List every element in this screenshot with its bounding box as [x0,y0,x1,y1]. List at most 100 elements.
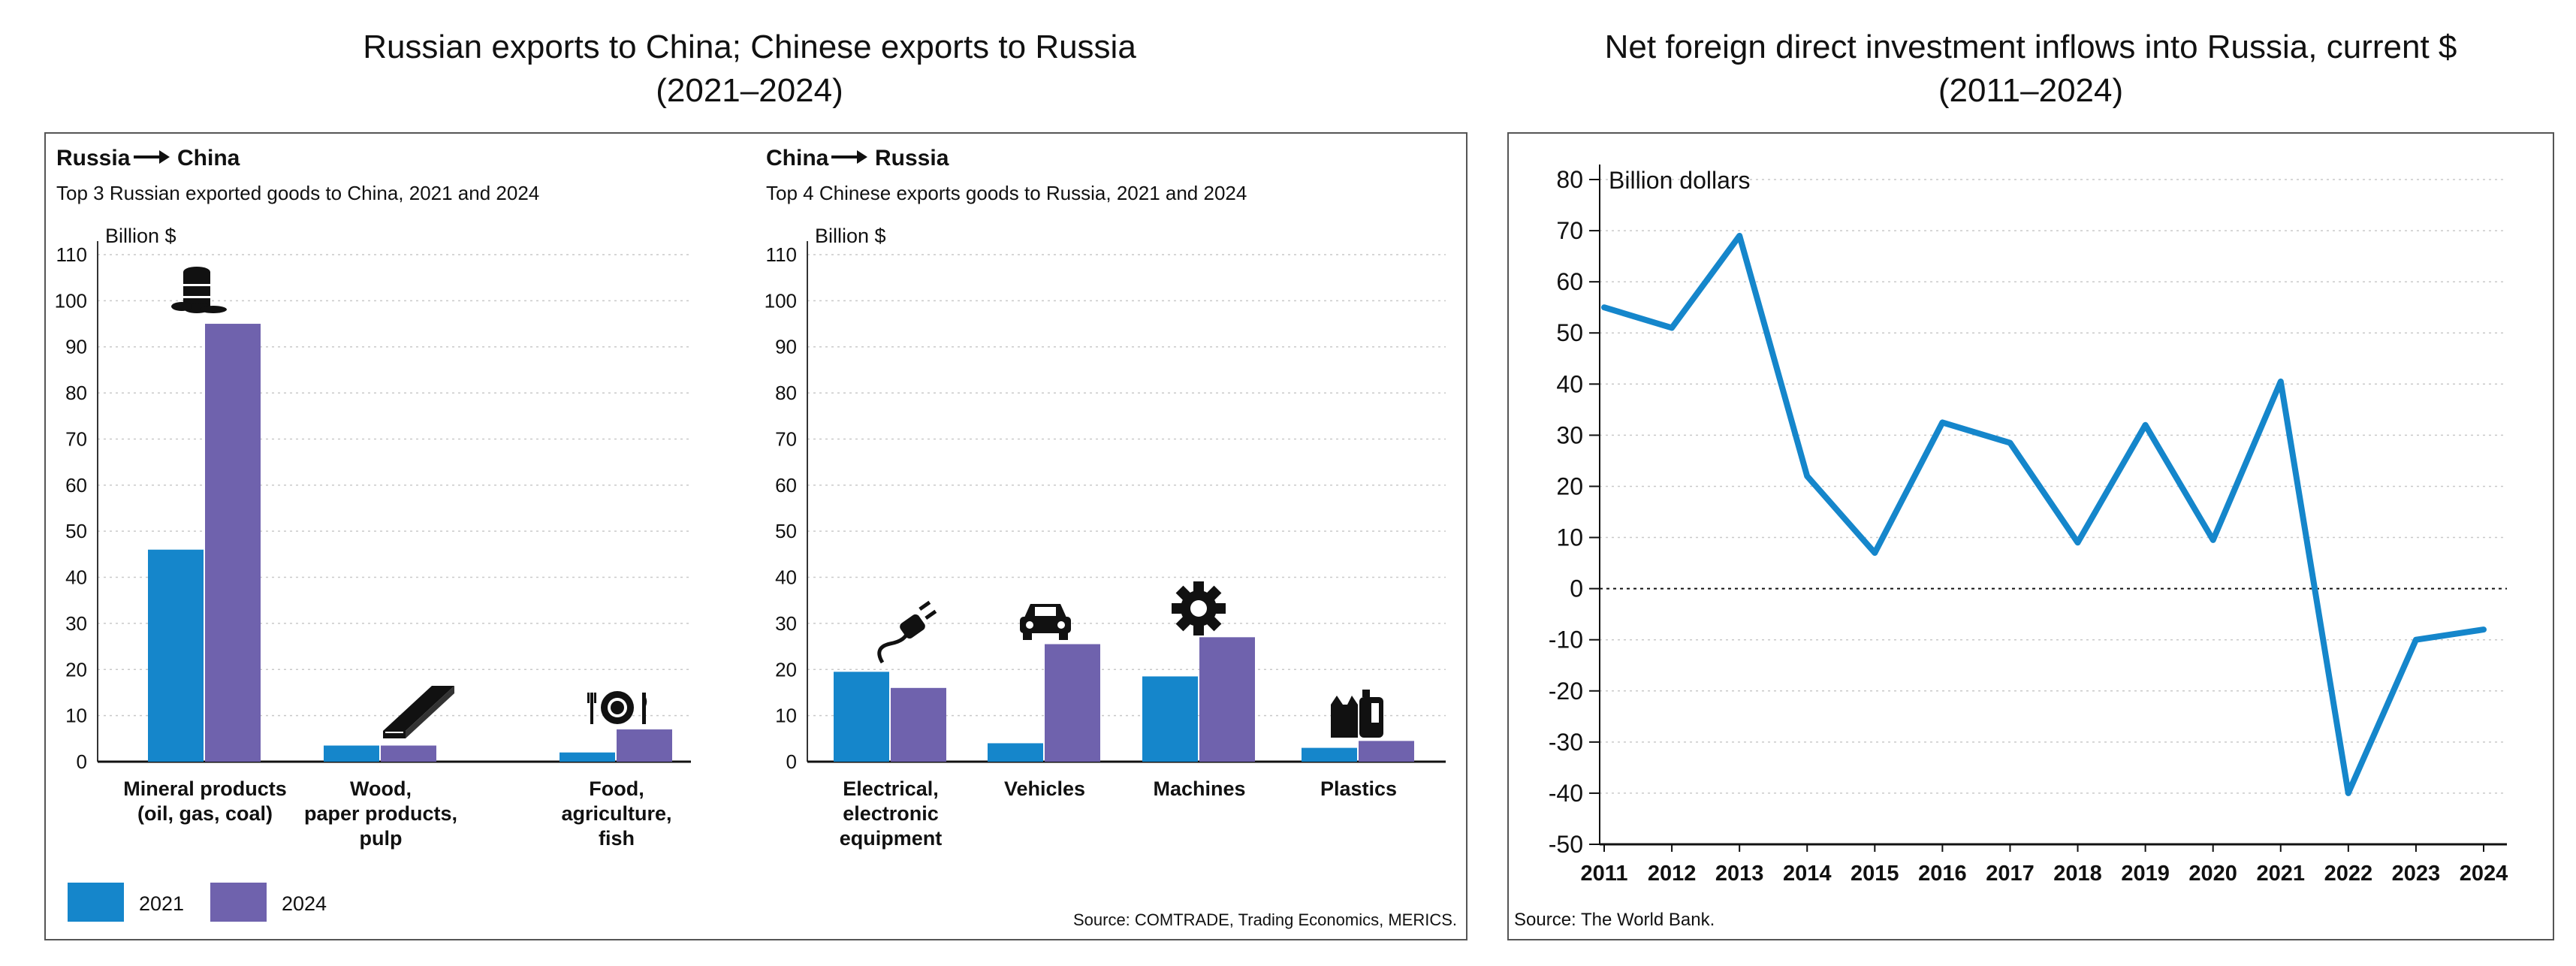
category-label: fish [599,827,635,850]
y-tick-label: 70 [65,427,87,450]
x-tick-label: 2020 [2188,862,2237,886]
bar-2021 [834,672,889,762]
category-label: Mineral products [123,777,287,800]
x-tick-label: 2017 [1986,862,2035,886]
category-label: Machines [1153,777,1245,800]
y-axis-label: Billion $ [105,225,176,247]
right-title-line1: Net foreign direct investment inflows in… [1605,29,2457,65]
x-tick-label: 2011 [1581,862,1628,886]
wood-plank-icon [383,686,454,738]
bar-2021 [1142,676,1198,762]
gear-icon [1172,581,1226,635]
y-tick-label: 30 [1556,421,1583,448]
left-panel-frame [44,132,1467,940]
y-tick-label: -20 [1549,678,1583,705]
category-label: Food, [589,777,644,800]
right-figure-title: Net foreign direct investment inflows in… [1605,29,2457,109]
legend: 2021 2024 [68,883,327,922]
x-tick-label: 2013 [1715,862,1764,886]
category-label: pulp [360,827,403,850]
fdi-data-point [1603,306,1605,308]
category-label: equipment [840,827,943,850]
fdi-series-line [1601,232,2487,796]
left-source-note: Source: COMTRADE, Trading Economics, MER… [1073,910,1457,929]
car-icon [1020,604,1071,640]
electric-plug-icon [877,600,937,664]
y-tick-label: 90 [775,336,797,358]
y-tick-label: 50 [775,520,797,542]
y-tick-label: 70 [775,427,797,450]
y-tick-label: 40 [65,566,87,589]
category-label: electronic [843,802,939,825]
y-tick-label: 100 [765,289,797,312]
right-source-note: Source: The World Bank. [1514,910,1715,930]
y-axis-label: Billion $ [815,225,886,247]
oil-barrel-icon [171,267,227,313]
y-tick-label: -30 [1549,729,1583,756]
fdi-line-chart: -50 -40 -30 -20 -10 0 10 20 30 40 50 60 70 80 Billion … [1549,165,2508,886]
y-tick-label: 70 [1556,217,1583,244]
bar-2024 [891,687,946,762]
y-tick-label: 20 [65,658,87,681]
category-label: agriculture, [561,802,671,825]
plate-cutlery-icon [587,691,647,724]
heading-to-russia: Russia [875,146,949,171]
russia-to-china-bar-chart: 0 10 20 30 40 50 60 70 80 90 100 110 Billion $ Minera… [55,225,691,850]
y-tick-label: -50 [1549,831,1583,858]
bar-2024 [1199,637,1255,762]
y-tick-label: 40 [1556,370,1583,397]
y-tick-label: 50 [1556,319,1583,346]
y-axis-label: Billion dollars [1609,167,1751,194]
y-tick-label: 100 [55,289,87,312]
y-tick-label: 10 [775,705,797,727]
right-title-line2: (2011–2024) [1938,72,2123,109]
legend-swatch-2021 [68,883,124,922]
left-title-line1: Russian exports to China; Chinese export… [363,29,1136,65]
y-tick-label: 80 [65,382,87,404]
fdi-data-point [2415,639,2417,641]
y-tick-label: 80 [775,382,797,404]
y-tick-label: 0 [77,750,87,773]
y-tick-label: 80 [1556,166,1583,193]
category-label: Electrical, [843,777,939,800]
y-tick-label: -40 [1549,780,1583,807]
x-tick-label: 2018 [2053,862,2102,886]
bar-2024 [1045,644,1100,762]
y-tick-label: 110 [766,243,797,266]
bar-2021 [148,549,204,762]
y-tick-label: 60 [65,474,87,497]
russia-china-heading: Russia China [56,146,240,171]
x-tick-label: 2015 [1851,862,1899,886]
y-tick-label: 60 [1556,268,1583,295]
bar-2021 [560,752,615,762]
bar-2024 [205,324,261,762]
left-title-line2: (2021–2024) [656,72,843,109]
y-tick-label: 40 [775,566,797,589]
y-tick-label: -10 [1549,626,1583,654]
category-label: (oil, gas, coal) [137,802,273,825]
bar-2021 [324,745,379,762]
y-tick-label: 110 [56,243,87,266]
right-panel-frame [1507,132,2554,940]
y-tick-label: 90 [65,336,87,358]
china-russia-subtitle: Top 4 Chinese exports goods to Russia, 2… [766,182,1247,204]
fdi-data-point [2280,381,2282,382]
fdi-data-point [2145,424,2146,426]
x-tick-label: 2023 [2392,862,2441,886]
y-tick-label: 10 [65,705,87,727]
heading-from-china: China [766,146,829,171]
y-tick-label: 50 [65,520,87,542]
arrow-right-icon-head [857,150,867,164]
bar-2024 [617,729,672,762]
china-russia-heading: China Russia [766,146,949,171]
china-to-russia-bar-chart: 0 10 20 30 40 50 60 70 80 90 100 110 Billion $ Electr… [765,225,1446,850]
legend-label-2021: 2021 [139,892,184,915]
bar-2024 [1359,741,1414,762]
bar-2021 [988,743,1043,762]
fdi-data-point [1941,421,1943,423]
y-tick-label: 10 [1556,524,1583,551]
fdi-data-point [1806,475,1808,477]
y-tick-label: 0 [786,750,797,773]
y-tick-label: 30 [775,612,797,635]
